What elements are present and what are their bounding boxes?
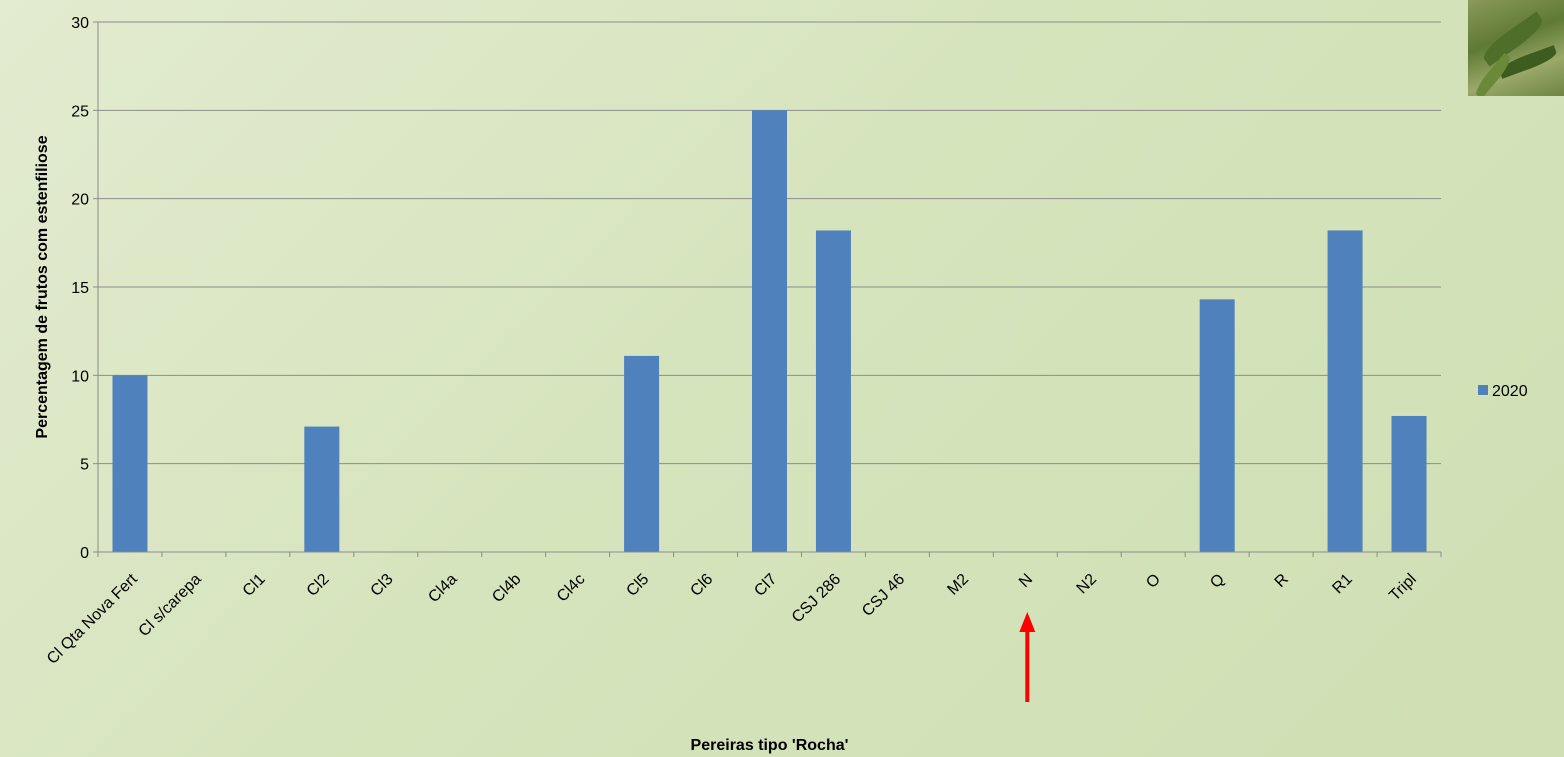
bar — [1391, 415, 1427, 552]
x-tick-label: Cl6 — [687, 571, 716, 600]
bar — [752, 110, 787, 552]
x-tick-label: Cl3 — [368, 571, 397, 600]
y-tick-label: 25 — [71, 103, 89, 120]
y-tick-label: 20 — [71, 192, 89, 209]
bar — [112, 375, 148, 552]
x-tick-label: CSJ 286 — [789, 571, 844, 626]
y-tick-label: 0 — [80, 545, 89, 562]
x-tick-label: R — [1272, 571, 1292, 591]
x-tick-label: Q — [1207, 571, 1228, 592]
y-tick-label: 30 — [71, 15, 89, 32]
bar — [304, 426, 340, 552]
red-arrow-annotation — [1019, 612, 1036, 702]
x-tick-label: Cl s/carepa — [136, 571, 205, 640]
bars — [112, 110, 1427, 552]
legend-swatch — [1478, 385, 1488, 395]
x-tick-label: Cl4a — [425, 571, 460, 606]
x-tick-label: N — [1016, 571, 1036, 591]
x-tick-label: Cl1 — [240, 571, 269, 600]
x-tick-label: CSJ 46 — [859, 571, 908, 620]
x-tick-label: Cl4c — [554, 571, 589, 606]
leaf-photo — [1468, 0, 1564, 96]
x-tick-label: Tripl — [1386, 571, 1420, 605]
x-tick-label: Cl Qta Nova Fert — [44, 570, 141, 667]
legend-label: 2020 — [1492, 383, 1528, 400]
x-tick-label: Cl2 — [304, 571, 333, 600]
x-tick-label: R1 — [1329, 571, 1356, 598]
x-tick-label: Cl5 — [623, 571, 652, 600]
x-tick-label: Cl4b — [489, 571, 524, 606]
y-axis-title: Percentagem de frutos com estenfiliose — [34, 135, 51, 438]
x-tick-label: N2 — [1074, 571, 1101, 598]
y-tick-label: 5 — [80, 457, 89, 474]
y-tick-label: 10 — [71, 368, 89, 385]
bar — [815, 230, 851, 552]
y-tick-label: 15 — [71, 280, 89, 297]
bar — [1327, 230, 1363, 552]
x-tick-label: O — [1143, 571, 1164, 592]
bar — [624, 355, 660, 552]
x-tick-label: Cl7 — [751, 571, 780, 600]
x-tick-label: M2 — [944, 571, 972, 599]
y-tick-labels: 0 5 10 15 20 25 30 — [71, 15, 89, 562]
x-axis-title: Pereiras tipo 'Rocha' — [691, 737, 849, 754]
axes — [97, 22, 1442, 557]
arrow-head — [1019, 612, 1036, 632]
bar — [1199, 299, 1235, 552]
legend: 2020 — [1478, 383, 1528, 400]
